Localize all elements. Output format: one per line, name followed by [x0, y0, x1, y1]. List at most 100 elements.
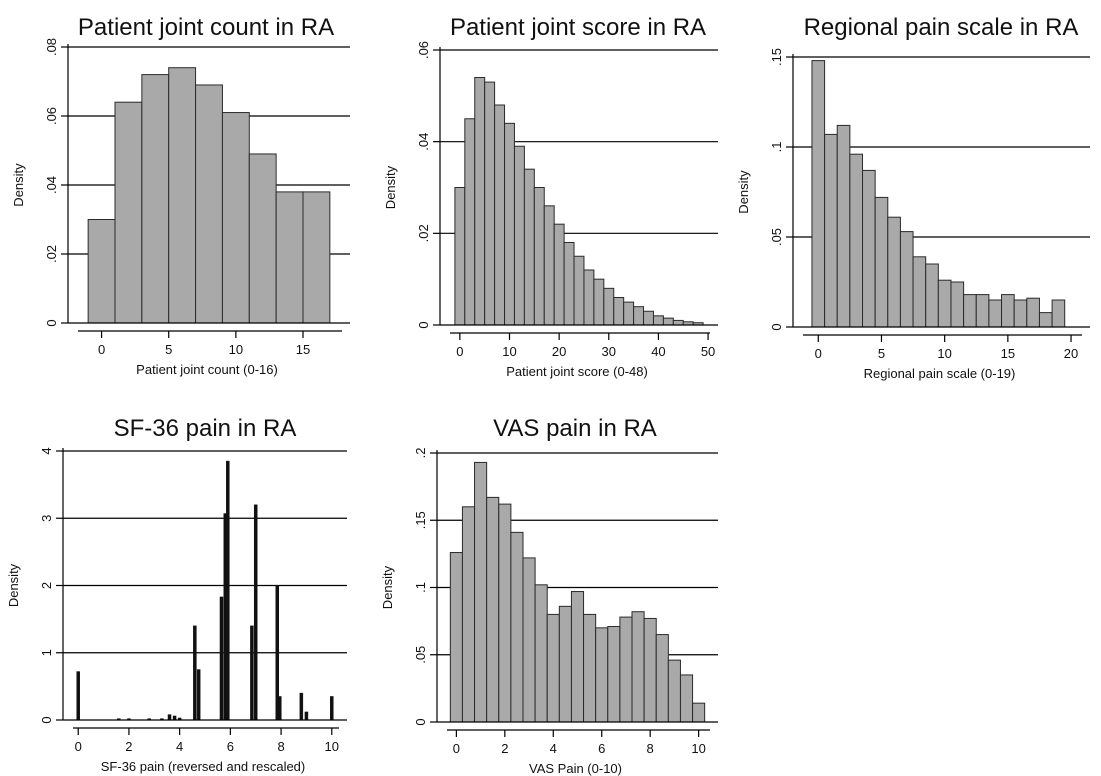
y-axis-label: Density	[11, 163, 26, 207]
chart-title: SF-36 pain in RA	[114, 415, 297, 442]
histogram-bar	[633, 306, 645, 326]
histogram-bar	[474, 77, 486, 326]
y-tick-label: .15	[413, 511, 428, 529]
histogram-bar	[484, 81, 496, 326]
histogram-bar	[461, 506, 476, 723]
histogram-bar	[302, 191, 331, 324]
histogram-spike	[304, 711, 309, 721]
histogram-bar	[667, 659, 681, 723]
x-tick-label: 20	[1064, 346, 1078, 361]
histogram-bar	[498, 503, 512, 723]
y-tick-label: 0	[416, 321, 431, 328]
x-tick-label: 40	[651, 344, 665, 359]
x-tick-label: 4	[550, 741, 557, 756]
histogram-bar	[553, 223, 565, 326]
histogram-bar	[613, 297, 625, 326]
histogram-bar	[195, 84, 223, 324]
x-tick-label: 0	[75, 739, 82, 754]
histogram-spike	[193, 625, 197, 721]
histogram-bar	[631, 611, 645, 723]
x-tick-label: 6	[227, 739, 234, 754]
histogram-bar	[672, 319, 684, 326]
histogram-bar	[988, 299, 1003, 328]
histogram-bar	[811, 60, 826, 328]
histogram-bar	[643, 617, 657, 723]
y-tick-label: .1	[413, 582, 428, 593]
chart-panel-3: Regional pain scale in RA 0 .05 .1 .15 0 5 10 15…	[736, 14, 1090, 381]
histogram-bar	[1038, 312, 1053, 328]
y-tick-label: 4	[39, 447, 54, 454]
histogram-bar	[522, 557, 536, 723]
y-tick-label: 1	[39, 649, 54, 656]
histogram-spike	[172, 715, 177, 721]
histogram-bar	[504, 122, 515, 326]
x-tick-label: 10	[325, 739, 339, 754]
y-tick-label: .05	[769, 228, 784, 246]
histogram-bar	[1013, 299, 1028, 328]
histogram-bar	[662, 317, 674, 326]
histogram-spike	[278, 696, 282, 721]
histogram-bar	[454, 187, 466, 326]
y-tick-label: .04	[416, 133, 431, 151]
histogram-spike	[76, 671, 80, 721]
histogram-bar	[925, 263, 939, 328]
x-tick-label: 10	[502, 344, 516, 359]
histogram-bar	[963, 294, 977, 328]
y-tick-label: .2	[413, 448, 428, 459]
x-tick-label: 10	[691, 741, 705, 756]
histogram-spike	[196, 669, 201, 721]
y-axis-label: Density	[383, 165, 398, 209]
histogram-bar	[563, 242, 575, 326]
y-axis-label: Density	[736, 170, 751, 214]
y-tick-label: 0	[39, 716, 54, 723]
histogram-spike	[330, 696, 334, 721]
histogram-bar	[975, 294, 990, 328]
histogram-bar	[1051, 299, 1066, 328]
y-tick-label: .08	[44, 38, 59, 56]
x-axis-label: Patient joint score (0-48)	[506, 364, 648, 379]
chart-title: VAS pain in RA	[493, 415, 657, 442]
x-tick-label: 5	[878, 346, 885, 361]
x-tick-label: 20	[552, 344, 566, 359]
x-tick-label: 30	[602, 344, 616, 359]
y-tick-label: .15	[769, 48, 784, 66]
chart-panel-4: SF-36 pain in RA 0 1 2 3 4 0 2 4 6 8 10 SF-36 pain (…	[6, 415, 347, 774]
histogram-bar	[849, 153, 864, 328]
histogram-bar	[486, 496, 500, 723]
histogram-bar	[523, 168, 535, 326]
y-tick-label: 3	[39, 515, 54, 522]
chart-title: Patient joint count in RA	[78, 14, 334, 41]
x-tick-label: 10	[937, 346, 951, 361]
y-tick-label: .02	[44, 245, 59, 263]
x-tick-label: 10	[229, 342, 243, 357]
chart-panel-2: Patient joint score in RA 0 .02 .04 .06 0 10 20…	[383, 14, 718, 379]
histogram-bar	[619, 616, 633, 723]
x-tick-label: 6	[598, 741, 605, 756]
y-tick-label: .1	[769, 142, 784, 153]
histogram-bar	[583, 269, 595, 326]
histogram-bar	[679, 674, 694, 723]
x-tick-label: 2	[501, 741, 508, 756]
y-tick-label: 0	[769, 323, 784, 330]
histogram-bar	[912, 256, 927, 328]
histogram-bar	[449, 552, 463, 723]
histogram-bar	[862, 169, 876, 328]
x-axis-label: VAS Pain (0-10)	[529, 761, 622, 776]
y-axis-label: Density	[380, 565, 395, 609]
chart-panel-1: Patient joint count in RA 0 .02 .04 .06 .08 0 5…	[11, 14, 350, 377]
x-axis-label: Regional pain scale (0-19)	[864, 366, 1016, 381]
histogram-bar	[168, 67, 197, 324]
histogram-bar	[533, 187, 545, 326]
y-tick-label: 0	[413, 718, 428, 725]
histogram-bar	[643, 310, 654, 326]
histogram-bar	[836, 124, 851, 328]
y-axis-label: Density	[6, 563, 21, 607]
x-tick-label: 2	[125, 739, 132, 754]
histogram-bar	[543, 205, 555, 326]
histogram-bar	[583, 613, 597, 723]
histogram-bar	[534, 584, 548, 723]
x-tick-label: 0	[453, 741, 460, 756]
histogram-bar	[603, 287, 615, 326]
histogram-bar	[114, 101, 143, 324]
y-tick-label: 0	[44, 319, 59, 326]
